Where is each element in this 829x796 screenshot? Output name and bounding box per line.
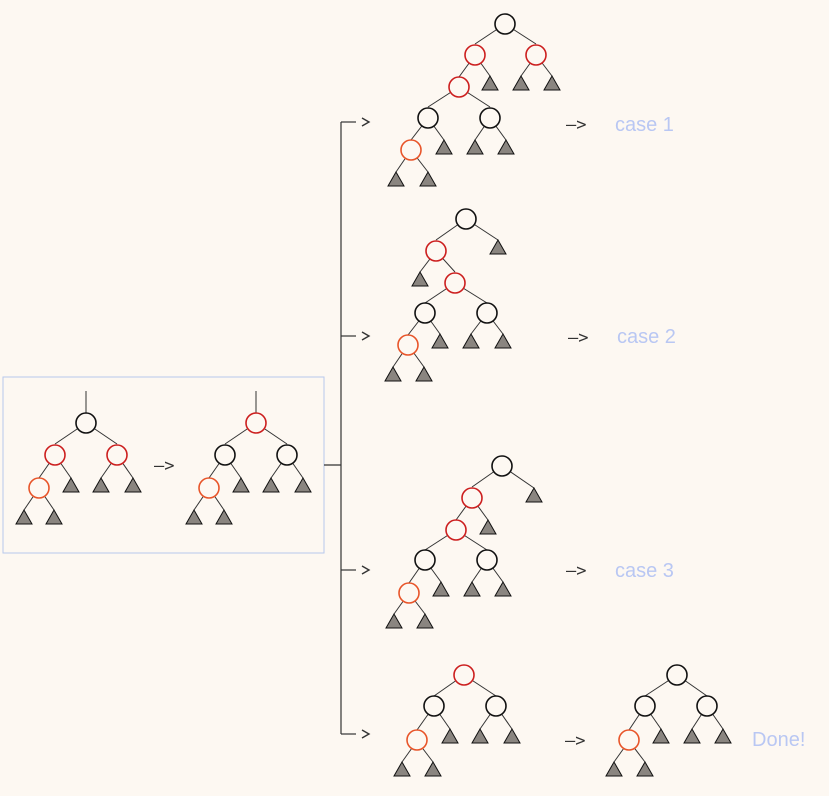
black-node — [414, 549, 436, 571]
black-node — [417, 107, 439, 129]
subtree-leaf-icon — [435, 138, 453, 155]
arrow-text: –> — [566, 115, 586, 135]
subtree-leaf-icon — [714, 727, 732, 744]
new-red-node — [198, 477, 220, 499]
subtree-leaf-icon — [15, 508, 33, 525]
red-node — [444, 272, 466, 294]
subtree-leaf-icon — [652, 727, 670, 744]
subtree-leaf-icon — [432, 580, 450, 597]
subtree-leaf-icon — [415, 365, 433, 382]
tree-before-recolor — [15, 391, 142, 525]
tree-case-2 — [384, 208, 512, 382]
red-node — [464, 44, 486, 66]
branch-arrowheads — [361, 117, 371, 739]
tree-case-3 — [385, 455, 543, 629]
red-node — [448, 76, 470, 98]
arrow-text: –> — [154, 456, 174, 476]
subtree-leaf-icon — [512, 74, 530, 91]
red-node — [445, 519, 467, 541]
subtree-leaf-icon — [92, 476, 110, 493]
new-red-node — [398, 582, 420, 604]
black-node — [414, 302, 436, 324]
subtree-leaf-icon — [481, 74, 499, 91]
red-node — [453, 664, 475, 686]
case-3-label: case 3 — [615, 560, 674, 582]
subtree-leaf-icon — [419, 170, 437, 187]
black-node — [455, 208, 477, 230]
black-node — [476, 302, 498, 324]
red-node — [106, 444, 128, 466]
tree-after-recolor — [185, 391, 312, 525]
black-node — [423, 695, 445, 717]
arrow-text: –> — [568, 328, 588, 348]
new-red-node — [406, 729, 428, 751]
subtree-leaf-icon — [424, 760, 442, 777]
subtree-leaf-icon — [636, 760, 654, 777]
black-node — [494, 13, 516, 35]
subtree-leaf-icon — [45, 508, 63, 525]
subtree-leaf-icon — [494, 580, 512, 597]
subtree-leaf-icon — [232, 476, 250, 493]
black-node — [75, 412, 97, 434]
subtree-leaf-icon — [605, 760, 623, 777]
black-node — [634, 695, 656, 717]
new-red-node — [400, 139, 422, 161]
subtree-leaf-icon — [471, 727, 489, 744]
red-node — [245, 412, 267, 434]
subtree-leaf-icon — [462, 332, 480, 349]
subtree-leaf-icon — [431, 332, 449, 349]
subtree-leaf-icon — [543, 74, 561, 91]
done-label: Done! — [752, 729, 805, 751]
subtree-leaf-icon — [525, 486, 543, 503]
subtree-leaf-icon — [494, 332, 512, 349]
subtree-leaf-icon — [463, 580, 481, 597]
black-node — [491, 455, 513, 477]
subtree-leaf-icon — [466, 138, 484, 155]
branch-connector — [324, 121, 356, 735]
subtree-leaf-icon — [384, 365, 402, 382]
tree-black-root — [605, 664, 732, 777]
subtree-leaf-icon — [262, 476, 280, 493]
subtree-leaf-icon — [683, 727, 701, 744]
case-1-label: case 1 — [615, 114, 674, 136]
subtree-leaf-icon — [497, 138, 515, 155]
subtree-leaf-icon — [393, 760, 411, 777]
red-node — [425, 240, 447, 262]
red-node — [525, 44, 547, 66]
red-node — [461, 487, 483, 509]
black-node — [476, 549, 498, 571]
subtree-leaf-icon — [416, 612, 434, 629]
subtree-leaf-icon — [215, 508, 233, 525]
subtree-leaf-icon — [503, 727, 521, 744]
black-node — [485, 695, 507, 717]
subtree-leaf-icon — [387, 170, 405, 187]
black-node — [666, 664, 688, 686]
subtree-leaf-icon — [489, 238, 507, 255]
case-2-label: case 2 — [617, 326, 676, 348]
new-red-node — [28, 477, 50, 499]
subtree-leaf-icon — [185, 508, 203, 525]
black-node — [479, 107, 501, 129]
subtree-leaf-icon — [385, 612, 403, 629]
subtree-leaf-icon — [124, 476, 142, 493]
black-node — [276, 444, 298, 466]
tree-case-1 — [387, 13, 561, 187]
subtree-leaf-icon — [441, 727, 459, 744]
subtree-leaf-icon — [479, 518, 497, 535]
tree-red-root — [393, 664, 521, 777]
subtree-leaf-icon — [62, 476, 80, 493]
subtree-leaf-icon — [411, 270, 429, 287]
new-red-node — [618, 729, 640, 751]
red-node — [44, 444, 66, 466]
arrow-text: –> — [566, 561, 586, 581]
arrow-text: –> — [565, 731, 585, 751]
black-node — [696, 695, 718, 717]
subtree-leaf-icon — [294, 476, 312, 493]
new-red-node — [397, 334, 419, 356]
black-node — [214, 444, 236, 466]
